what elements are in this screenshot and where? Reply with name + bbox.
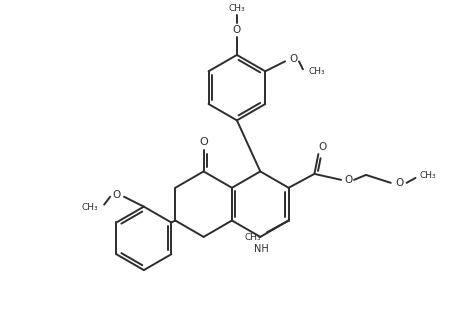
Text: O: O — [199, 137, 208, 147]
Text: CH₃: CH₃ — [419, 171, 436, 181]
Text: O: O — [318, 142, 327, 152]
Text: O: O — [344, 175, 352, 185]
Text: CH₃: CH₃ — [308, 67, 325, 76]
Text: O: O — [395, 178, 404, 188]
Text: CH₃: CH₃ — [82, 203, 99, 212]
Text: O: O — [289, 54, 297, 64]
Text: O: O — [233, 25, 241, 35]
Text: CH₃: CH₃ — [245, 233, 261, 242]
Text: O: O — [112, 190, 120, 200]
Text: NH: NH — [254, 244, 269, 254]
Text: CH₃: CH₃ — [229, 4, 245, 13]
